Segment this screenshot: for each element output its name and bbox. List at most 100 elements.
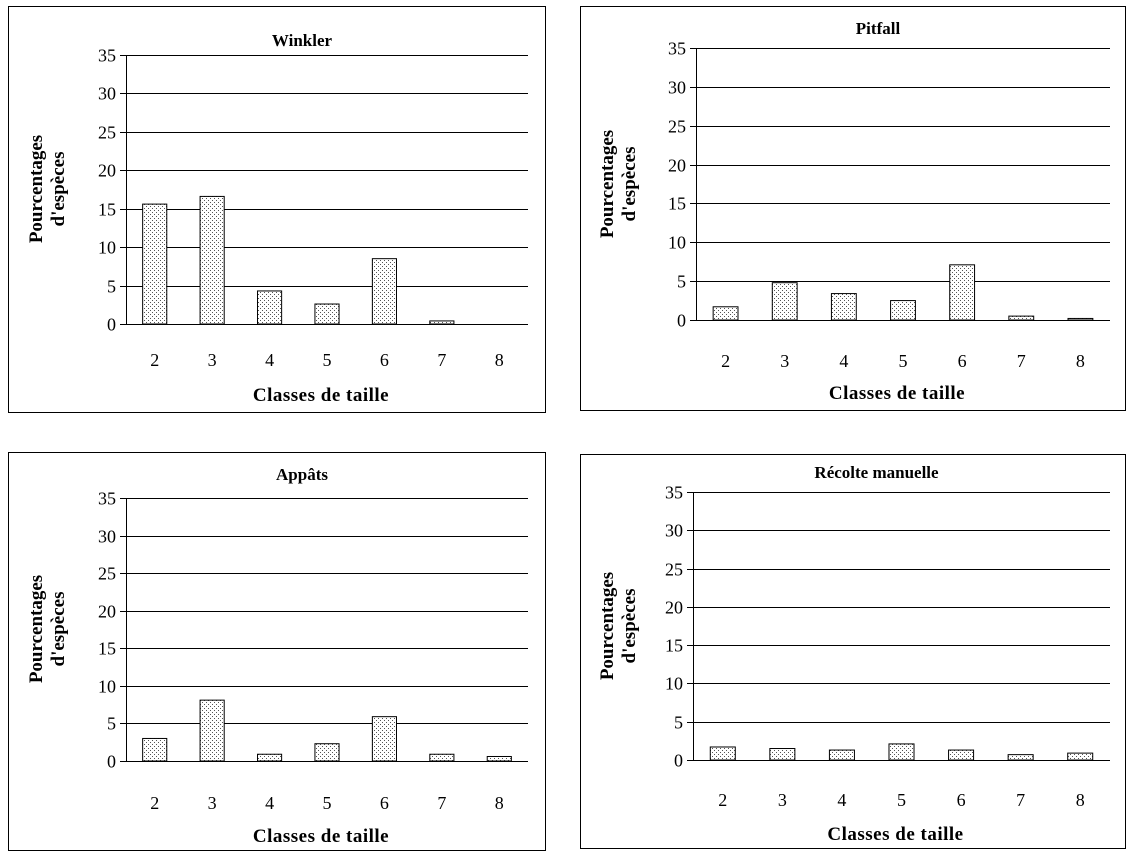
bar-7 xyxy=(429,320,455,325)
bar-6 xyxy=(948,749,975,761)
x-axis-label: Classes de taille xyxy=(253,826,389,847)
y-tick-label: 10 xyxy=(665,674,683,694)
bar-2 xyxy=(142,203,168,325)
y-tick-label: 25 xyxy=(665,560,683,580)
x-tick-label: 2 xyxy=(150,793,159,813)
bar-6 xyxy=(949,264,976,321)
bar-8 xyxy=(1067,752,1094,761)
y-tick-label: 5 xyxy=(107,277,116,297)
y-axis-label-line: d'espèces xyxy=(48,152,69,227)
chart-panel-0: 0 5 10 15 20 25 30 35 2 3 4 5 6 7 8 Winkler Classes de t… xyxy=(8,6,546,413)
bar-6 xyxy=(371,716,397,762)
y-tick-label: 30 xyxy=(98,527,116,547)
x-tick-label: 7 xyxy=(437,350,446,370)
y-axis-label: Pourcentagesd'espèces xyxy=(597,572,640,680)
y-tick-label: 0 xyxy=(107,315,116,335)
y-axis-label-line: d'espèces xyxy=(48,592,69,667)
y-tick-label: 15 xyxy=(98,200,116,220)
bar-4 xyxy=(830,293,857,321)
y-tick-label: 35 xyxy=(98,46,116,66)
y-axis-label: Pourcentagesd'espèces xyxy=(26,135,69,243)
chart-title: Pitfall xyxy=(856,19,901,38)
x-tick-label: 6 xyxy=(380,350,389,370)
x-tick-label: 7 xyxy=(437,793,446,813)
chart-title: Appâts xyxy=(276,465,328,484)
x-tick-label: 2 xyxy=(718,790,727,810)
y-tick-label: 35 xyxy=(668,39,686,59)
x-tick-label: 5 xyxy=(323,793,332,813)
bar-3 xyxy=(769,748,796,761)
x-tick-label: 4 xyxy=(265,350,274,370)
y-tick-label: 20 xyxy=(665,598,683,618)
x-tick-label: 2 xyxy=(721,351,730,371)
bar-6 xyxy=(371,258,397,325)
x-tick-label: 8 xyxy=(1076,351,1085,371)
y-tick-label: 25 xyxy=(98,123,116,143)
x-tick-label: 4 xyxy=(839,351,848,371)
x-tick-label: 3 xyxy=(208,350,217,370)
x-tick-label: 8 xyxy=(495,793,504,813)
chart-panel-1: 0 5 10 15 20 25 30 35 2 3 4 5 6 7 8 Pitfall Classes de t… xyxy=(580,6,1126,411)
y-tick-label: 30 xyxy=(98,84,116,104)
y-tick-label: 35 xyxy=(665,483,683,503)
chart-frame xyxy=(8,452,546,851)
y-tick-label: 25 xyxy=(668,117,686,137)
x-tick-label: 5 xyxy=(899,351,908,371)
x-tick-label: 6 xyxy=(380,793,389,813)
bar-7 xyxy=(1007,754,1034,761)
x-tick-label: 3 xyxy=(208,793,217,813)
x-tick-label: 4 xyxy=(265,793,274,813)
y-tick-label: 10 xyxy=(98,677,116,697)
y-tick-label: 30 xyxy=(668,78,686,98)
x-tick-label: 7 xyxy=(1016,790,1025,810)
x-tick-label: 8 xyxy=(495,350,504,370)
y-axis-label-line: Pourcentages xyxy=(597,130,618,238)
x-tick-label: 6 xyxy=(957,790,966,810)
bar-8 xyxy=(486,755,512,762)
y-axis-label: Pourcentagesd'espèces xyxy=(26,575,69,683)
y-tick-label: 35 xyxy=(98,489,116,509)
x-tick-label: 6 xyxy=(958,351,967,371)
chart-title: Winkler xyxy=(272,31,333,50)
y-tick-label: 20 xyxy=(98,602,116,622)
y-tick-label: 5 xyxy=(107,714,116,734)
y-axis-label-line: d'espèces xyxy=(619,147,640,222)
bar-4 xyxy=(257,290,283,325)
x-axis-label: Classes de taille xyxy=(253,385,389,406)
y-tick-label: 15 xyxy=(98,639,116,659)
y-tick-label: 5 xyxy=(674,713,683,733)
y-axis-label-line: Pourcentages xyxy=(597,572,618,680)
x-axis-label: Classes de taille xyxy=(827,824,963,845)
x-tick-label: 3 xyxy=(778,790,787,810)
x-tick-label: 2 xyxy=(150,350,159,370)
bar-2 xyxy=(142,737,168,762)
y-tick-label: 0 xyxy=(107,752,116,772)
y-tick-label: 0 xyxy=(677,311,686,331)
y-axis-label-line: Pourcentages xyxy=(26,575,47,683)
y-tick-label: 0 xyxy=(674,751,683,771)
chart-title: Récolte manuelle xyxy=(814,463,939,482)
chart-frame xyxy=(580,454,1126,849)
x-tick-label: 3 xyxy=(780,351,789,371)
bar-4 xyxy=(828,749,855,761)
bar-3 xyxy=(771,282,798,321)
y-tick-label: 10 xyxy=(668,233,686,253)
bar-4 xyxy=(257,753,283,762)
bar-3 xyxy=(199,195,225,325)
x-tick-label: 7 xyxy=(1017,351,1026,371)
y-tick-label: 20 xyxy=(668,156,686,176)
bar-2 xyxy=(712,306,739,321)
y-tick-label: 30 xyxy=(665,521,683,541)
y-tick-label: 15 xyxy=(668,194,686,214)
y-tick-label: 25 xyxy=(98,564,116,584)
bar-8 xyxy=(1067,317,1094,321)
bar-3 xyxy=(199,699,225,762)
x-tick-label: 8 xyxy=(1076,790,1085,810)
bar-7 xyxy=(429,753,455,762)
y-axis-label-line: d'espèces xyxy=(619,589,640,664)
y-tick-label: 10 xyxy=(98,238,116,258)
y-axis-label: Pourcentagesd'espèces xyxy=(597,130,640,238)
bar-5 xyxy=(314,303,340,325)
chart-frame xyxy=(580,6,1126,411)
